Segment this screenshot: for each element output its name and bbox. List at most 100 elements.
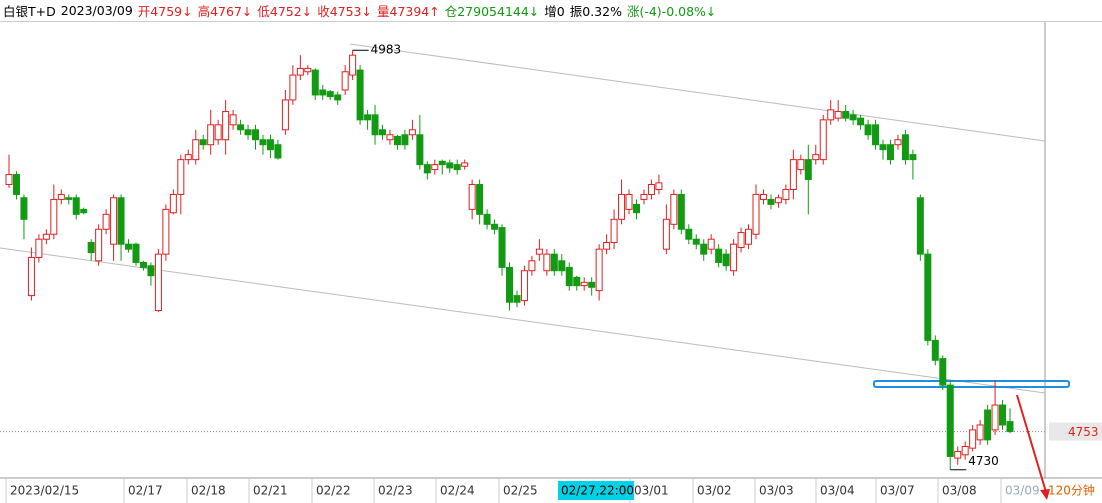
candle-body [229,114,237,126]
header-field: 仓279054144↓ [444,4,540,19]
header-field: 收4753↓ [317,4,372,19]
header-field: 增0 [544,4,565,19]
candle-body [767,198,775,205]
candle-body [774,197,782,204]
candle-body [27,256,35,297]
candle-body [371,114,379,136]
candle-body [214,124,222,141]
arrow-head [1040,489,1050,500]
candle-body [610,218,618,244]
candle-body [154,253,162,312]
candle-body [281,99,289,131]
header-field: 高4767↓ [197,4,253,19]
candle-body [476,184,484,215]
candle-body [819,119,827,161]
candle-body [789,159,797,190]
candle-body [640,193,648,200]
candle-body [244,129,252,136]
candle-body [349,54,357,76]
candle-body [57,193,65,200]
candle-body [80,208,88,214]
candle-body [506,266,513,303]
candle-body [827,109,835,121]
candle-body [550,253,558,272]
x-tick-label: 03/04 [820,484,855,498]
candle-body [237,124,245,131]
candle-body [782,188,790,200]
candle-body [334,94,342,101]
candle-body [401,134,409,146]
candle-body [483,213,491,225]
candle-body [266,139,274,151]
x-tick-label: 02/24 [440,484,475,498]
header-field: 低4752↓ [257,4,313,19]
last-price-box [1049,422,1102,441]
candle-body [999,404,1007,426]
candle-body [132,243,140,263]
x-tick-label: 03/09 [1005,484,1040,498]
candle-body [954,450,962,459]
candle-body [730,243,738,272]
candle-body [745,228,753,245]
x-tick-label: 03/03 [759,484,794,498]
header-field: 开4759↓ [137,4,193,19]
candle-body [393,135,401,146]
candle-body [797,159,805,171]
candle-body [147,265,155,277]
candle-body [677,193,685,230]
candle-body [304,67,312,73]
candle-body [707,238,715,250]
x-tick-label: 02/22 [316,484,351,498]
candle-body [110,197,118,245]
candle-body [177,159,185,195]
candle-body [379,129,387,136]
candle-body [162,208,170,255]
candle-body [991,404,999,431]
candle-body [222,111,230,141]
candle-body [199,139,207,146]
candle-body [252,129,260,141]
header-field: 振0.32% [569,4,622,19]
candle-body [588,281,596,288]
highlight-box [873,380,1070,388]
candle-body [453,164,461,171]
candle-body [857,117,865,126]
candle-body [289,74,297,101]
candle-body [632,203,640,214]
candle-body [595,248,603,292]
candle-body [42,233,50,240]
candle-body [341,71,349,91]
candle-body [924,253,932,341]
candle-body [461,162,469,167]
period-label: 120分钟 [1048,483,1095,498]
candle-body [139,261,147,268]
candle-body [184,154,192,161]
candle-body [326,91,334,98]
last-price-label: 4753 [1068,425,1099,439]
candle-body [946,384,954,457]
candle-body [655,182,663,190]
candle-body [446,162,454,169]
candle-body [685,228,693,240]
x-tick-label: 02/21 [253,484,288,498]
candle-body [125,243,133,250]
candle-body [558,260,566,272]
header-field: 2023/03/09 [60,3,133,18]
candle-body [842,111,850,119]
candle-body [886,144,894,161]
arrow [1016,394,1047,493]
candle-body [72,197,80,215]
candle-body [618,193,626,220]
header-field: 涨(-4)-0.08%↓ [626,4,717,19]
candle-body [670,193,678,225]
candle-body [662,218,670,250]
x-tick-label: 02/25 [503,484,538,498]
candle-body [543,253,551,272]
candle-body [207,124,215,146]
candle-body [513,295,521,303]
candle-body [12,174,20,195]
candle-body [901,134,909,161]
candle-body [259,139,267,146]
candle-body [894,139,902,146]
